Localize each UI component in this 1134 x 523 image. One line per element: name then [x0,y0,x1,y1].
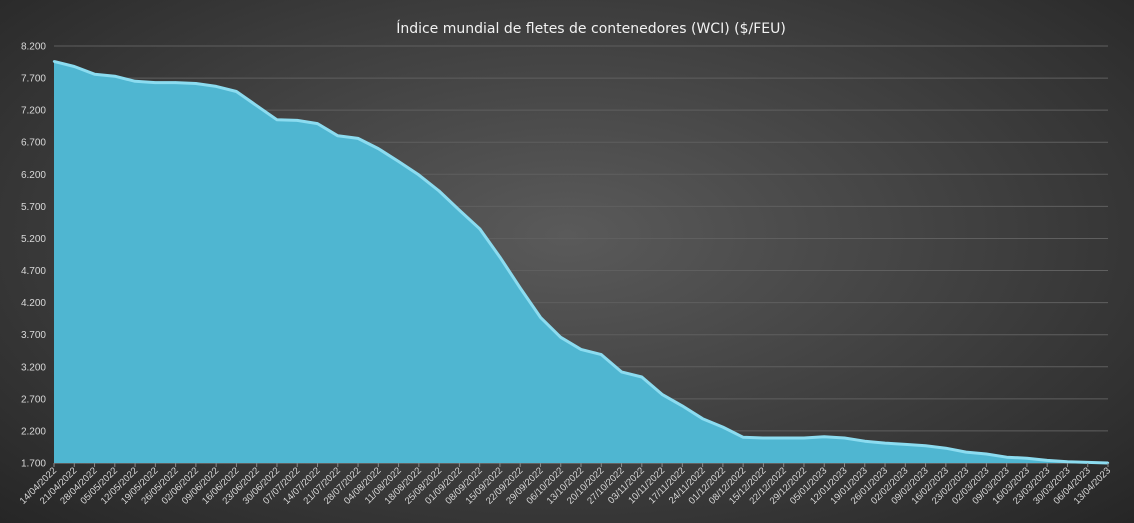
y-tick-label: 5.700 [21,202,46,213]
series-area [54,61,1108,464]
data-point [802,436,806,440]
y-tick-label: 4.700 [21,266,46,277]
plot-area [52,59,1110,465]
data-point [843,436,846,440]
y-tick-label: 8.200 [21,42,46,53]
y-tick-label: 3.200 [21,362,46,373]
y-tick-label: 6.700 [21,138,46,149]
y-tick-label: 6.200 [21,170,46,181]
data-point [437,189,441,193]
y-tick-label: 5.200 [21,234,46,245]
data-point [356,137,360,140]
data-point [924,444,927,447]
data-point [296,119,299,122]
data-point [518,286,522,290]
data-point [985,452,988,456]
data-point [883,441,887,445]
data-point [478,227,481,231]
data-point [620,370,623,374]
data-point [52,60,56,63]
data-point [1005,456,1008,459]
data-point [640,375,644,379]
data-point [539,316,542,319]
data-point [214,85,218,88]
data-point [1025,456,1029,460]
data-point [579,348,583,351]
x-axis: 14/04/202221/04/202228/04/202205/05/2022… [18,463,1113,507]
data-point [823,435,826,438]
data-point [1045,459,1049,462]
data-point [863,439,866,443]
data-point [701,417,704,420]
y-tick-label: 7.200 [21,106,46,117]
data-point [73,65,76,68]
data-point [782,436,785,440]
data-point [600,353,603,356]
data-point [255,104,258,107]
data-point [133,80,137,83]
y-tick-label: 7.700 [21,74,46,85]
data-point [397,160,400,163]
data-point [498,255,502,259]
data-point [417,173,421,177]
chart-title: Índice mundial de fletes de contenedores… [396,20,786,37]
y-tick-label: 4.200 [21,298,46,309]
data-point [721,425,725,429]
data-point [275,118,279,121]
data-point [113,74,117,78]
data-point [235,90,238,93]
data-point [377,147,380,150]
data-point [741,436,745,439]
data-point [559,336,562,339]
y-tick-label: 3.700 [21,330,46,341]
y-axis: 1.700 2.200 2.700 3.200 3.700 4.200 4.700 5.200… [21,42,46,470]
data-point [336,134,339,138]
data-point [458,209,461,212]
data-point [944,447,948,450]
y-tick-label: 2.700 [21,394,46,405]
data-point [762,436,765,440]
data-point [681,404,684,408]
data-point [194,82,198,85]
y-tick-label: 2.200 [21,426,46,437]
data-point [1086,461,1089,464]
data-point [154,81,157,84]
y-tick-label: 1.700 [21,459,46,470]
data-point [174,81,177,84]
data-point [904,443,907,446]
data-point [316,122,319,125]
data-point [1066,460,1069,463]
data-point [964,450,968,454]
data-point [93,73,96,76]
data-point [660,393,664,396]
